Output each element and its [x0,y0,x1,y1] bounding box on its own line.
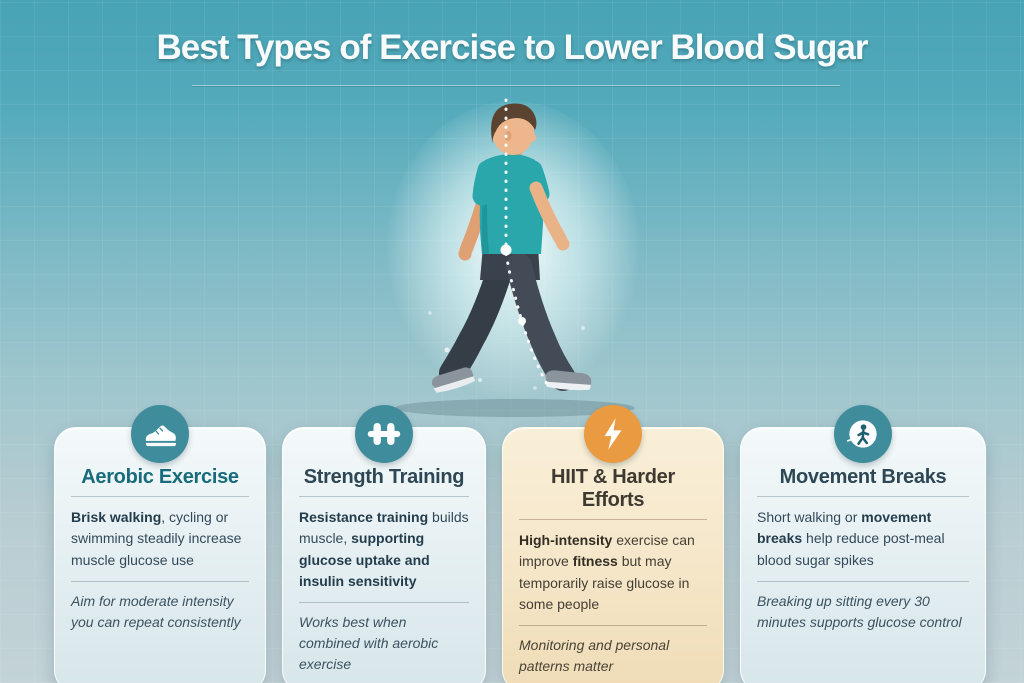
walking-man-svg [385,98,641,417]
card-body: High-intensity exercise can improve fitn… [519,532,695,612]
lightning-icon [584,405,642,463]
card-divider [299,496,469,497]
title-divider [192,85,840,86]
card-body: Resistance training builds muscle, suppo… [299,509,469,589]
card-body: Short walking or movement breaks help re… [757,509,945,568]
card-strength-training: Strength Training Resistance training bu… [282,405,486,683]
card-title: Movement Breaks [779,466,947,488]
card-title: HIIT & Harder Efforts [551,466,675,511]
card-aerobic-exercise: Aerobic Exercise Brisk walking, cycling … [54,405,266,683]
card-title: Aerobic Exercise [81,466,239,488]
card-note: Works best when combined with aerobic ex… [299,602,469,675]
card-note: Breaking up sitting every 30 minutes sup… [757,581,969,633]
card-divider [71,496,249,497]
walking-person-icon [834,405,892,463]
card-note: Monitoring and personal patterns matter [519,625,707,677]
card-divider [757,496,969,497]
card-title: Strength Training [303,466,465,488]
card-hiit-harder-efforts: HIIT & Harder Efforts High-intensity exe… [502,405,724,683]
card-movement-breaks: Movement Breaks Short walking or movemen… [740,405,986,683]
card-body: Brisk walking, cycling or swimming stead… [71,509,242,568]
sneaker-icon [131,405,189,463]
page-title: Best Types of Exercise to Lower Blood Su… [156,28,869,67]
dumbbell-icon [355,405,413,463]
card-note: Aim for moderate intensity you can repea… [71,581,249,633]
card-row: Aerobic Exercise Brisk walking, cycling … [54,405,986,683]
walking-man-illustration [385,88,645,423]
card-divider [519,519,707,520]
